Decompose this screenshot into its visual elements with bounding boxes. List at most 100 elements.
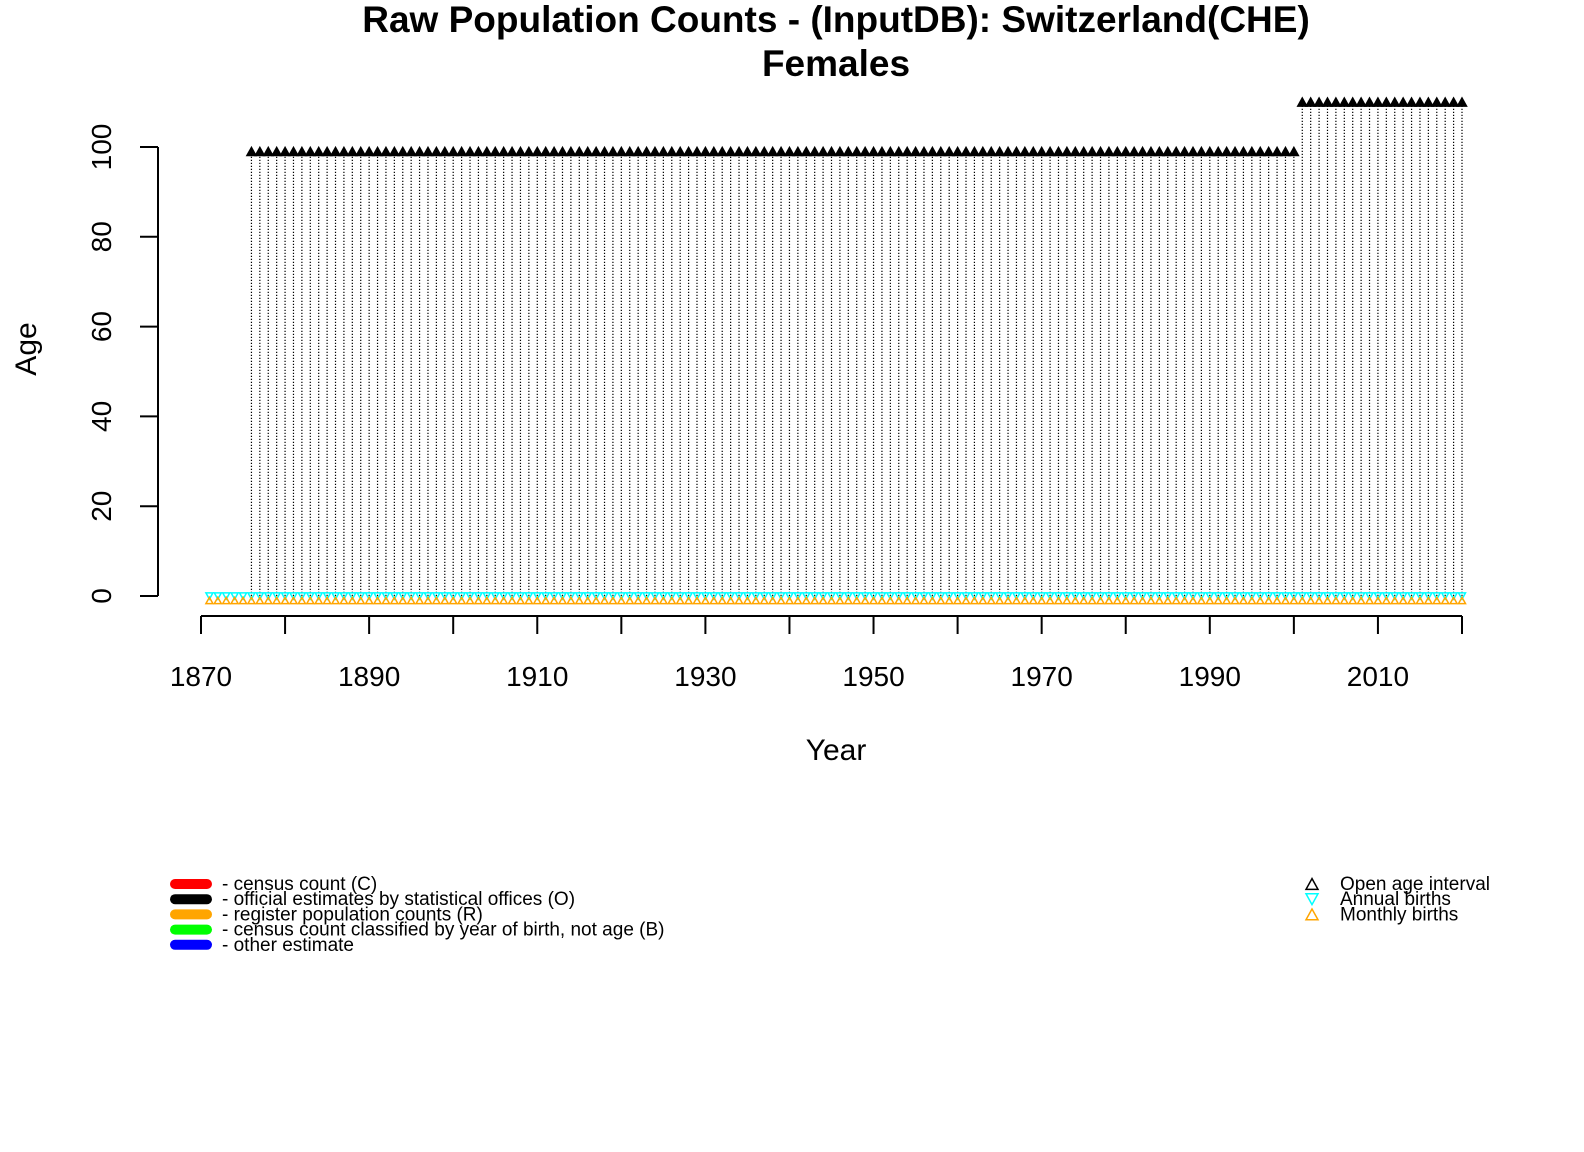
open-age-marker bbox=[1136, 145, 1149, 157]
annual-births-marker bbox=[1162, 592, 1173, 601]
open-age-marker bbox=[808, 145, 821, 157]
open-age-marker bbox=[1229, 145, 1241, 157]
annual-births-marker bbox=[994, 592, 1005, 601]
monthly-births-marker bbox=[280, 595, 290, 605]
monthly-births-marker bbox=[1272, 595, 1282, 605]
open-age-marker bbox=[590, 145, 602, 157]
monthly-births-marker bbox=[944, 595, 954, 605]
open-age-marker bbox=[1414, 96, 1426, 107]
open-age-marker bbox=[371, 145, 384, 157]
monthly-births-marker bbox=[1432, 595, 1442, 605]
y-axis-label: Age bbox=[10, 322, 43, 375]
annual-births-marker bbox=[936, 592, 946, 601]
monthly-births-marker bbox=[524, 595, 534, 605]
x-tick-label: 2010 bbox=[1347, 661, 1409, 692]
open-age-marker bbox=[354, 145, 367, 157]
monthly-births-marker bbox=[969, 595, 980, 605]
monthly-births-marker bbox=[818, 595, 828, 605]
annual-births-marker bbox=[784, 592, 795, 601]
open-age-marker bbox=[262, 145, 275, 157]
open-age-marker bbox=[968, 145, 981, 157]
annual-births-marker bbox=[1020, 592, 1030, 601]
open-age-marker bbox=[699, 145, 712, 157]
open-age-marker bbox=[1187, 145, 1199, 157]
annual-births-marker bbox=[1062, 592, 1072, 601]
open-age-marker bbox=[842, 145, 855, 157]
monthly-births-marker bbox=[465, 595, 475, 605]
open-age-marker bbox=[1279, 145, 1292, 157]
monthly-births-marker bbox=[952, 595, 963, 605]
annual-births-marker bbox=[498, 592, 509, 601]
monthly-births-marker bbox=[1120, 595, 1131, 605]
monthly-births-marker bbox=[297, 595, 307, 605]
monthly-births-marker bbox=[843, 595, 854, 605]
monthly-births-marker bbox=[734, 595, 744, 605]
annual-births-marker bbox=[1045, 592, 1055, 601]
monthly-births-marker bbox=[229, 595, 240, 605]
annual-births-marker bbox=[1221, 592, 1232, 601]
open-age-marker bbox=[581, 145, 594, 157]
x-tick-label: 1930 bbox=[674, 661, 736, 692]
monthly-births-marker bbox=[1373, 595, 1383, 605]
open-age-marker bbox=[1170, 145, 1182, 157]
annual-births-marker bbox=[835, 592, 845, 601]
open-age-marker bbox=[909, 145, 922, 157]
monthly-births-marker bbox=[650, 595, 660, 605]
annual-births-marker bbox=[213, 592, 223, 601]
monthly-births-marker bbox=[263, 595, 274, 605]
annual-births-marker bbox=[969, 592, 980, 601]
open-age-marker bbox=[523, 145, 535, 157]
open-age-marker bbox=[413, 145, 426, 157]
annual-births-marker bbox=[675, 592, 685, 601]
monthly-births-marker bbox=[851, 595, 862, 605]
open-age-marker bbox=[565, 145, 577, 157]
annual-births-marker bbox=[1205, 592, 1215, 601]
annual-births-marker bbox=[1432, 592, 1442, 601]
open-age-marker bbox=[1288, 145, 1300, 157]
annual-births-marker bbox=[515, 592, 526, 601]
monthly-births-marker bbox=[902, 595, 912, 605]
open-age-marker bbox=[363, 145, 375, 157]
annual-births-marker bbox=[1129, 592, 1139, 601]
monthly-births-marker bbox=[1356, 595, 1366, 605]
open-age-marker bbox=[1355, 96, 1367, 107]
annual-births-marker bbox=[1457, 592, 1467, 601]
open-age-marker bbox=[296, 145, 308, 157]
open-age-marker bbox=[388, 145, 401, 157]
monthly-births-marker bbox=[549, 595, 559, 605]
annual-births-marker bbox=[1297, 592, 1308, 601]
monthly-births-marker bbox=[532, 595, 543, 605]
monthly-births-marker bbox=[1036, 595, 1047, 605]
plot-area bbox=[204, 96, 1468, 605]
annual-births-marker bbox=[868, 592, 879, 601]
open-age-marker bbox=[649, 145, 661, 157]
monthly-births-marker bbox=[675, 595, 685, 605]
monthly-births-marker bbox=[1104, 595, 1114, 605]
monthly-births-marker bbox=[1347, 595, 1358, 605]
annual-births-marker bbox=[751, 592, 761, 601]
open-age-marker bbox=[607, 145, 619, 157]
open-age-marker bbox=[825, 145, 838, 157]
annual-births-marker bbox=[297, 592, 307, 601]
open-age-marker bbox=[346, 145, 359, 157]
annual-births-marker bbox=[280, 592, 290, 601]
monthly-births-marker bbox=[1188, 595, 1198, 605]
annual-births-marker bbox=[1104, 592, 1114, 601]
open-age-marker bbox=[1145, 145, 1157, 157]
annual-births-marker bbox=[397, 592, 408, 601]
annual-births-marker bbox=[255, 592, 265, 601]
monthly-births-marker bbox=[994, 595, 1005, 605]
monthly-births-marker bbox=[213, 595, 223, 605]
monthly-births-marker bbox=[801, 595, 812, 605]
open-age-marker bbox=[1035, 145, 1048, 157]
monthly-births-marker bbox=[717, 595, 727, 605]
monthly-births-marker bbox=[1146, 595, 1156, 605]
annual-births-marker bbox=[1112, 592, 1123, 601]
monthly-births-marker bbox=[515, 595, 526, 605]
open-age-marker bbox=[733, 145, 745, 157]
open-age-marker bbox=[1397, 96, 1409, 107]
open-age-marker bbox=[943, 145, 955, 157]
monthly-births-marker bbox=[440, 595, 450, 605]
open-age-marker bbox=[682, 145, 695, 157]
